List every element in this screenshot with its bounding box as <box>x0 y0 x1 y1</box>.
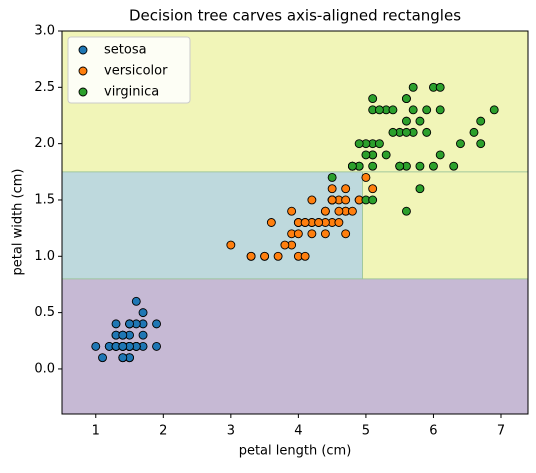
scatter-point <box>381 150 391 160</box>
scatter-point <box>476 116 486 126</box>
legend-marker <box>78 45 88 55</box>
scatter-point <box>334 218 344 227</box>
x-tick-label: 7 <box>497 424 505 439</box>
scatter-point <box>422 127 432 137</box>
scatter-point <box>91 341 101 351</box>
scatter-point <box>415 184 425 194</box>
scatter-point <box>334 206 344 216</box>
scatter-point <box>408 105 418 115</box>
y-tick-label: 1.0 <box>34 249 55 264</box>
scatter-point <box>347 206 357 216</box>
scatter-point <box>395 161 405 171</box>
scatter-point <box>422 105 432 115</box>
scatter-point <box>152 341 162 351</box>
scatter-point <box>354 139 364 149</box>
scatter-point <box>320 229 330 239</box>
scatter-point <box>415 161 425 171</box>
scatter-point <box>368 161 378 171</box>
scatter-point <box>401 206 411 216</box>
scatter-point <box>152 319 162 329</box>
scatter-point <box>307 195 317 205</box>
y-tick-label: 1.5 <box>34 192 55 207</box>
scatter-point <box>246 251 256 261</box>
y-tick-label: 2.5 <box>34 80 55 95</box>
scatter-point <box>408 82 418 92</box>
scatter-point <box>111 319 121 329</box>
scatter-point <box>415 116 425 126</box>
scatter-point <box>368 184 378 194</box>
scatter-point <box>266 218 276 227</box>
legend-marker <box>78 87 88 97</box>
x-tick-label: 5 <box>362 424 370 439</box>
y-tick-label: 0.5 <box>34 305 55 320</box>
legend-label: virginica <box>104 85 159 100</box>
y-tick-label: 3.0 <box>34 24 55 39</box>
scatter-point <box>368 94 378 104</box>
legend-label: setosa <box>104 43 147 58</box>
legend-box <box>67 36 191 104</box>
scatter-point <box>327 195 337 205</box>
scatter-point <box>280 240 290 250</box>
scatter-point <box>341 229 351 239</box>
scatter-point <box>374 105 384 115</box>
scatter-point <box>131 296 141 306</box>
scatter-point <box>138 308 148 318</box>
scatter-point <box>435 82 445 92</box>
scatter-point <box>307 229 317 239</box>
scatter-point <box>388 127 398 137</box>
x-tick-label: 4 <box>294 424 302 439</box>
scatter-point <box>341 184 351 194</box>
x-axis-label: petal length (cm) <box>239 444 352 459</box>
legend-label: versicolor <box>104 64 168 79</box>
scatter-point <box>327 184 337 194</box>
scatter-point <box>287 206 297 216</box>
scatter-point <box>401 127 411 137</box>
scatter-point <box>300 218 310 227</box>
scatter-point <box>118 330 128 340</box>
scatter-point <box>361 150 371 160</box>
decision-region <box>362 171 529 280</box>
plot-frame <box>61 30 529 415</box>
scatter-point <box>449 161 459 171</box>
chart-title: Decision tree carves axis-aligned rectan… <box>129 7 461 25</box>
y-axis-label: petal width (cm) <box>11 169 26 276</box>
scatter-point <box>435 105 445 115</box>
scatter-point <box>118 341 128 351</box>
scatter-point <box>476 139 486 149</box>
scatter-point <box>293 229 303 239</box>
scatter-point <box>401 116 411 126</box>
scatter-point <box>273 251 283 261</box>
scatter-point <box>260 251 270 261</box>
x-tick-label: 6 <box>429 424 437 439</box>
scatter-point <box>347 161 357 171</box>
scatter-point <box>401 94 411 104</box>
scatter-point <box>327 172 337 182</box>
scatter-point <box>428 161 438 171</box>
scatter-point <box>341 195 351 205</box>
scatter-point <box>368 195 378 205</box>
scatter-point <box>435 150 445 160</box>
scatter-point <box>98 353 107 363</box>
scatter-point <box>300 251 310 261</box>
scatter-point <box>361 172 371 182</box>
scatter-point <box>125 319 134 329</box>
y-tick-label: 0.0 <box>34 361 55 376</box>
x-tick-label: 2 <box>159 424 167 439</box>
scatter-point <box>320 206 330 216</box>
scatter-point <box>226 240 236 250</box>
x-tick-label: 3 <box>227 424 235 439</box>
scatter-point <box>118 353 128 363</box>
scatter-point <box>374 139 384 149</box>
scatter-point <box>138 330 148 340</box>
scatter-point <box>388 105 398 115</box>
x-tick-label: 1 <box>92 424 100 439</box>
scatter-point <box>456 139 465 149</box>
scatter-point <box>314 218 324 227</box>
scatter-point <box>469 127 479 137</box>
legend-marker <box>78 66 88 76</box>
y-tick-label: 2.0 <box>34 136 55 151</box>
scatter-point <box>489 105 499 115</box>
